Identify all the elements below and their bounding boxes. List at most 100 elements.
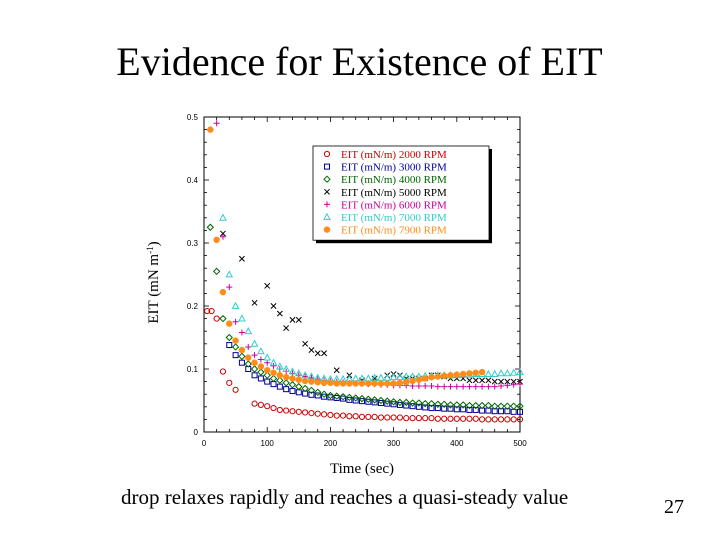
legend-marker bbox=[323, 150, 331, 158]
x-tick-label: 300 bbox=[387, 439, 401, 448]
data-point bbox=[320, 390, 328, 398]
data-point bbox=[308, 347, 315, 354]
data-point bbox=[206, 223, 215, 231]
data-point bbox=[460, 415, 467, 422]
data-point bbox=[460, 383, 467, 390]
data-point bbox=[225, 270, 234, 278]
data-point bbox=[220, 230, 226, 237]
data-point bbox=[377, 396, 385, 405]
data-point bbox=[289, 316, 296, 323]
slide-title: Evidence for Existence of EIT bbox=[116, 39, 603, 84]
data-point bbox=[232, 386, 239, 393]
data-point bbox=[441, 415, 448, 422]
data-point bbox=[358, 380, 366, 387]
data-point bbox=[327, 411, 334, 419]
data-point bbox=[466, 383, 473, 390]
data-point bbox=[428, 373, 435, 381]
data-point bbox=[390, 401, 397, 408]
data-point bbox=[466, 370, 473, 377]
data-point bbox=[428, 415, 435, 422]
data-point bbox=[289, 408, 296, 415]
plot-frame bbox=[203, 116, 521, 433]
data-point bbox=[447, 415, 454, 422]
data-point bbox=[345, 393, 354, 402]
data-point bbox=[479, 377, 486, 384]
data-point bbox=[517, 381, 523, 388]
data-point bbox=[453, 406, 460, 413]
data-point bbox=[365, 413, 372, 420]
data-point bbox=[251, 299, 258, 306]
data-point bbox=[288, 381, 297, 389]
data-point bbox=[472, 406, 479, 413]
data-point bbox=[219, 368, 227, 375]
legend-marker bbox=[324, 201, 330, 208]
data-point bbox=[269, 358, 278, 366]
data-point bbox=[263, 367, 271, 374]
data-point bbox=[428, 383, 435, 390]
data-point bbox=[314, 410, 321, 417]
data-point bbox=[219, 288, 227, 296]
data-point bbox=[453, 383, 460, 390]
legend-label: EIT (mN/m) 4000 RPM bbox=[341, 174, 447, 186]
data-point bbox=[472, 401, 480, 410]
data-point bbox=[359, 398, 365, 405]
y-tick-label: 0.2 bbox=[187, 302, 199, 311]
data-point bbox=[434, 383, 441, 390]
data-point bbox=[321, 393, 328, 400]
y-tick-label: 0.5 bbox=[187, 113, 199, 122]
data-point bbox=[257, 368, 265, 376]
y-tick-label: 0.3 bbox=[187, 239, 199, 248]
data-point bbox=[269, 374, 278, 383]
data-point bbox=[384, 380, 391, 387]
data-point bbox=[427, 399, 436, 408]
data-point bbox=[295, 408, 302, 415]
data-point bbox=[485, 416, 492, 423]
data-point bbox=[301, 377, 309, 385]
data-point bbox=[371, 399, 378, 406]
data-point bbox=[466, 406, 473, 413]
data-point bbox=[441, 405, 448, 412]
data-point bbox=[270, 362, 277, 369]
data-point bbox=[314, 350, 321, 357]
plot-border bbox=[203, 116, 521, 433]
data-point bbox=[510, 378, 517, 385]
data-point bbox=[434, 415, 441, 422]
legend-label: EIT (mN/m) 7900 RPM bbox=[341, 225, 447, 237]
data-point bbox=[257, 347, 265, 355]
data-point bbox=[516, 402, 524, 410]
legend-marker bbox=[323, 175, 331, 183]
legend-marker bbox=[323, 226, 331, 233]
data-point bbox=[283, 386, 290, 393]
data-point bbox=[466, 415, 473, 422]
data-point bbox=[352, 413, 359, 420]
data-point bbox=[213, 236, 220, 244]
data-point bbox=[238, 352, 246, 361]
data-point bbox=[422, 404, 429, 411]
data-point bbox=[497, 402, 505, 410]
data-point bbox=[358, 413, 366, 420]
legend-label: EIT (mN/m) 3000 RPM bbox=[341, 162, 447, 174]
data-point bbox=[339, 380, 347, 387]
data-point bbox=[478, 416, 486, 423]
data-point bbox=[226, 379, 233, 386]
data-point bbox=[244, 360, 252, 368]
data-point bbox=[415, 383, 422, 390]
data-point bbox=[503, 402, 512, 410]
data-point bbox=[327, 379, 334, 387]
data-point bbox=[276, 362, 284, 370]
data-point bbox=[509, 368, 518, 376]
data-point bbox=[283, 325, 290, 332]
data-point bbox=[377, 414, 385, 421]
data-point bbox=[504, 416, 511, 423]
data-point bbox=[225, 333, 233, 342]
data-point bbox=[257, 363, 265, 370]
data-point bbox=[282, 364, 290, 372]
data-point bbox=[491, 402, 499, 410]
data-point bbox=[238, 346, 246, 354]
data-point bbox=[276, 383, 283, 390]
data-point bbox=[257, 401, 264, 409]
data-point bbox=[276, 310, 283, 317]
data-point bbox=[365, 398, 372, 405]
series-1 bbox=[204, 307, 524, 423]
